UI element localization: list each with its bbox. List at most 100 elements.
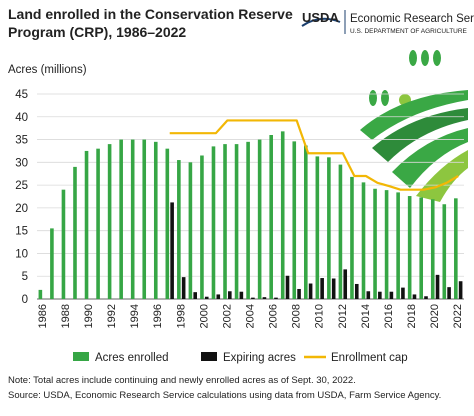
bar bbox=[292, 141, 297, 299]
x-tick-label: 1994 bbox=[129, 304, 141, 328]
y-tick-label: 30 bbox=[15, 157, 28, 169]
bar bbox=[435, 274, 440, 299]
bar bbox=[257, 139, 262, 299]
bar bbox=[396, 192, 400, 299]
logo-box bbox=[300, 9, 342, 31]
x-tick-label: 2016 bbox=[383, 304, 395, 328]
logo-swoosh bbox=[301, 17, 341, 27]
bar bbox=[84, 150, 89, 299]
bar bbox=[211, 146, 216, 299]
chart-title: Program (CRP), 1986–2022 bbox=[8, 24, 186, 40]
field-row bbox=[372, 108, 468, 162]
bar bbox=[280, 131, 285, 299]
note: Note: Total acres include continuing and… bbox=[8, 375, 356, 386]
legend-swatch bbox=[73, 352, 89, 361]
x-tick-label: 2014 bbox=[360, 304, 372, 328]
note: Source: USDA, Economic Research Service … bbox=[8, 390, 441, 401]
x-tick-label: 2022 bbox=[452, 304, 464, 328]
bar bbox=[130, 139, 135, 299]
x-tick-label: 2004 bbox=[245, 304, 257, 328]
bar bbox=[366, 291, 371, 299]
x-tick-label: 2010 bbox=[314, 304, 326, 328]
bar bbox=[424, 296, 428, 299]
bar bbox=[142, 139, 147, 299]
bar bbox=[412, 294, 417, 299]
bar bbox=[200, 155, 204, 299]
x-tick-label: 2000 bbox=[198, 304, 210, 328]
bar bbox=[320, 278, 324, 299]
bar bbox=[239, 291, 244, 299]
bar bbox=[308, 283, 313, 299]
y-tick-label: 15 bbox=[15, 226, 28, 238]
x-tick-label: 1986 bbox=[37, 304, 49, 328]
bar bbox=[262, 297, 267, 299]
x-tick-label: 2006 bbox=[268, 304, 280, 328]
x-tick-label: 1990 bbox=[83, 304, 95, 328]
usda-logo: USDA Economic Research Service U.S. DEPA… bbox=[300, 9, 474, 35]
y-tick-label: 0 bbox=[22, 294, 28, 306]
bar bbox=[188, 162, 193, 299]
bar bbox=[234, 144, 239, 299]
y-tick-label: 20 bbox=[15, 203, 28, 215]
bar bbox=[315, 156, 320, 299]
legend-swatch bbox=[201, 352, 217, 361]
logo-department: U.S. DEPARTMENT OF AGRICULTURE bbox=[350, 28, 468, 35]
y-tick-label: 25 bbox=[15, 180, 28, 192]
bar bbox=[274, 297, 278, 299]
x-tick-label: 1996 bbox=[152, 304, 164, 328]
tree bbox=[433, 50, 441, 66]
x-tick-label: 1988 bbox=[60, 304, 72, 328]
tree bbox=[409, 50, 417, 66]
bar bbox=[50, 228, 54, 299]
bar bbox=[373, 188, 377, 299]
tree bbox=[369, 90, 377, 106]
y-tick-label: 5 bbox=[22, 271, 28, 283]
field-row bbox=[392, 128, 468, 188]
chart-title: Land enrolled in the Conservation Reserv… bbox=[8, 6, 293, 22]
bar bbox=[96, 148, 100, 299]
bar bbox=[389, 291, 394, 299]
bar bbox=[119, 139, 123, 299]
bar bbox=[251, 297, 255, 299]
y-tick-label: 40 bbox=[15, 112, 28, 124]
bar bbox=[170, 202, 174, 299]
bar bbox=[327, 157, 331, 299]
field-row bbox=[360, 90, 468, 140]
bar bbox=[331, 278, 336, 299]
x-tick-label: 2002 bbox=[221, 304, 233, 328]
bar bbox=[354, 283, 359, 299]
bar bbox=[204, 296, 209, 299]
bar bbox=[223, 144, 227, 299]
legend-label: Acres enrolled bbox=[95, 352, 169, 364]
bar bbox=[454, 198, 458, 299]
bar bbox=[338, 164, 343, 299]
bar bbox=[216, 294, 221, 299]
x-tick-label: 1992 bbox=[106, 304, 118, 328]
bar bbox=[361, 182, 366, 299]
bar bbox=[177, 160, 181, 299]
bar bbox=[153, 141, 158, 299]
bar bbox=[304, 145, 308, 299]
y-axis-label: Acres (millions) bbox=[8, 64, 87, 76]
bar bbox=[419, 197, 424, 299]
bar bbox=[407, 196, 412, 299]
bar bbox=[350, 176, 354, 299]
x-tick-label: 2008 bbox=[291, 304, 303, 328]
bar bbox=[430, 199, 435, 299]
line bbox=[169, 119, 459, 191]
bar bbox=[246, 141, 250, 299]
bar bbox=[61, 189, 66, 299]
logo-agency: USDA bbox=[302, 10, 339, 25]
x-tick-label: 2020 bbox=[429, 304, 441, 328]
x-tick-label: 2018 bbox=[406, 304, 418, 328]
bar bbox=[297, 288, 301, 299]
bar bbox=[447, 287, 451, 299]
bar bbox=[384, 190, 389, 299]
bar bbox=[458, 281, 463, 299]
bar bbox=[38, 289, 43, 299]
legend-label: Expiring acres bbox=[223, 352, 296, 364]
bar bbox=[165, 148, 170, 299]
logo-name: Economic Research Service bbox=[350, 13, 474, 25]
bar bbox=[285, 275, 290, 299]
